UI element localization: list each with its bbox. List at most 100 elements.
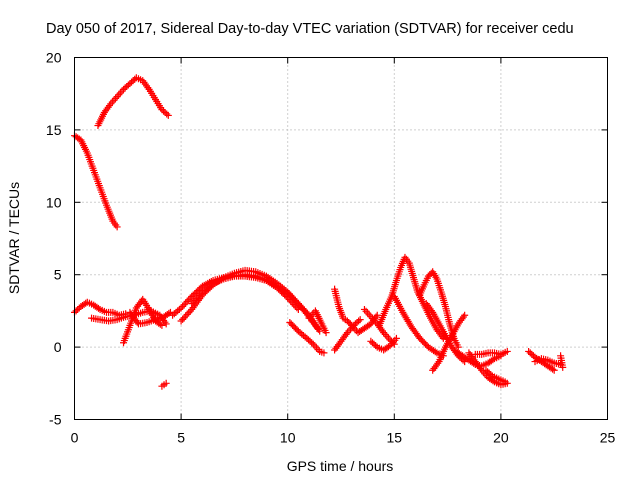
data-point-marker [285, 296, 293, 304]
data-point-marker [182, 299, 190, 307]
series-arc-n [331, 316, 364, 354]
series-arc-c [71, 298, 130, 319]
y-tick-labels: -5 0 5 10 15 20 [46, 50, 62, 428]
data-point-marker [355, 317, 363, 325]
data-point-marker [115, 91, 123, 99]
data-point-marker [288, 299, 296, 307]
data-point-marker [163, 110, 171, 118]
y-tick-label: 10 [46, 194, 62, 210]
data-point-marker [461, 311, 469, 319]
data-point-marker [549, 365, 557, 373]
x-tick-label: 10 [280, 430, 296, 446]
data-point-marker [186, 294, 194, 302]
data-point-marker [320, 349, 328, 357]
data-point-marker [291, 302, 299, 310]
data-point-marker [177, 304, 185, 312]
x-axis-label: GPS time / hours [287, 458, 394, 474]
data-point-marker [372, 342, 380, 350]
data-point-marker [312, 344, 320, 352]
data-point-marker [189, 298, 197, 306]
data-point-marker [559, 363, 567, 371]
data-point-marker [94, 304, 102, 312]
data-point-marker [183, 310, 191, 318]
data-point-marker [179, 302, 187, 310]
y-tick-label: 5 [54, 267, 62, 283]
data-point-marker [360, 305, 368, 313]
data-point-marker [113, 93, 121, 101]
data-point-marker [180, 301, 188, 309]
data-point-marker [195, 291, 203, 299]
series-arc-l [305, 307, 330, 337]
series-arc-r [390, 292, 447, 360]
data-point-marker [177, 317, 185, 325]
data-point-marker [293, 304, 301, 312]
data-point-marker [164, 111, 172, 119]
data-point-marker [133, 318, 141, 326]
data-point-marker [373, 311, 381, 319]
data-point-marker [183, 297, 191, 305]
data-point-marker [308, 339, 316, 347]
data-point-marker [316, 327, 324, 335]
x-tick-label: 5 [177, 430, 185, 446]
data-point-marker [287, 297, 295, 305]
series-arc-u [429, 311, 469, 374]
series-arc-aa [531, 355, 565, 368]
data-point-marker [158, 321, 166, 329]
series-arc-q [375, 253, 447, 342]
data-point-marker [501, 378, 509, 386]
data-point-marker [487, 371, 495, 379]
data-point-marker [112, 94, 120, 102]
data-point-marker [383, 332, 391, 340]
data-point-marker [118, 87, 126, 95]
series-arc-f [126, 308, 174, 328]
data-point-marker [322, 329, 330, 337]
plot-frame [74, 57, 608, 420]
data-point-marker [191, 296, 199, 304]
data-point-marker [356, 316, 364, 324]
axis-ticks [74, 57, 608, 420]
data-point-marker [185, 296, 193, 304]
x-tick-label: 0 [71, 430, 79, 446]
series-arc-s [416, 268, 462, 351]
series-arc-x [471, 347, 511, 358]
data-point-marker [162, 379, 170, 387]
data-point-marker [197, 290, 205, 298]
data-point-marker [489, 356, 497, 364]
series-arc-d [88, 307, 170, 328]
data-point-marker [311, 342, 319, 350]
data-point-marker [392, 334, 400, 342]
data-point-marker [182, 312, 190, 320]
data-point-marker [116, 89, 124, 97]
data-point-marker [179, 315, 187, 323]
data-point-marker [431, 348, 439, 356]
data-point-marker [550, 366, 558, 374]
data-point-marker [110, 96, 118, 104]
data-point-marker [192, 295, 200, 303]
series-arc-j [188, 271, 302, 313]
x-tick-labels: 0 5 10 15 20 25 [71, 430, 616, 446]
data-point-marker [362, 307, 370, 315]
data-point-marker [162, 320, 170, 328]
grid-lines [74, 57, 608, 420]
data-point-marker [294, 305, 302, 313]
series-arc-p [367, 334, 400, 354]
chart-title: Day 050 of 2017, Sidereal Day-to-day VTE… [46, 21, 574, 37]
y-tick-label: 15 [46, 122, 62, 138]
data-point-marker [365, 311, 373, 319]
data-point-marker [185, 309, 193, 317]
x-tick-label: 20 [493, 430, 509, 446]
series-arc-ab [557, 352, 567, 371]
data-point-marker [503, 347, 511, 355]
series-arc-k [286, 318, 328, 357]
x-tick-label: 25 [600, 430, 616, 446]
series-arc-y [482, 366, 509, 386]
data-point-marker [175, 305, 183, 313]
series-arc-b [94, 74, 172, 130]
y-axis-label: SDTVAR / TECUs [6, 182, 22, 294]
series-arc-g [158, 379, 170, 390]
data-point-marker [282, 292, 290, 300]
data-point-marker [188, 300, 196, 308]
data-point-marker [364, 309, 372, 317]
y-tick-label: 0 [54, 339, 62, 355]
